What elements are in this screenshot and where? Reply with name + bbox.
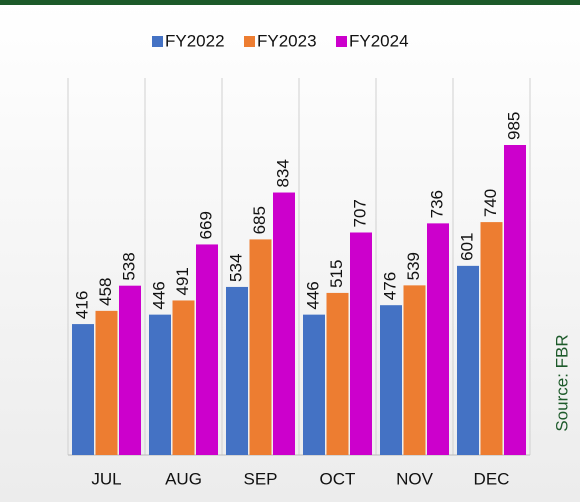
bar [119,285,141,455]
value-label: 834 [273,159,292,187]
bar [480,222,503,455]
x-tick-label: NOV [396,469,434,488]
x-tick-label: JUL [91,469,121,488]
value-label: 707 [350,199,369,227]
legend-label: FY2024 [349,31,409,50]
x-tick-label: DEC [474,469,510,488]
value-label: 534 [226,254,245,282]
value-label: 458 [96,277,115,305]
value-label: 446 [149,281,168,309]
bar [95,310,118,455]
bar [427,223,449,455]
value-label: 538 [119,252,138,280]
bar [273,192,295,456]
source-note: Source: FBR [552,334,571,431]
bar [326,292,349,455]
legend-swatch [244,36,255,47]
bar [72,324,94,455]
bar [249,239,272,455]
bar [149,314,171,455]
value-label: 736 [427,190,446,218]
legend-label: FY2022 [165,31,225,50]
value-label: 685 [250,206,269,234]
value-label: 539 [404,252,423,280]
legend-swatch [336,36,347,47]
value-label: 515 [327,260,346,288]
legend-label: FY2023 [257,31,317,50]
bar [504,145,526,455]
bar [350,232,372,455]
legend-swatch [152,36,163,47]
value-label: 491 [173,267,192,295]
x-tick-label: OCT [320,469,356,488]
bar [196,244,218,455]
value-label: 669 [196,211,215,239]
value-label: 446 [303,281,322,309]
top-bar [0,0,580,5]
bar [403,285,426,455]
bar [303,314,325,455]
value-label: 601 [457,232,476,260]
bar [457,265,479,455]
value-label: 985 [504,112,523,140]
value-label: 416 [72,291,91,319]
value-label: 740 [481,189,500,217]
bar [226,286,248,455]
x-tick-label: SEP [243,469,277,488]
x-tick-label: AUG [165,469,202,488]
bar [380,305,402,455]
bar [172,300,195,455]
value-label: 476 [380,272,399,300]
